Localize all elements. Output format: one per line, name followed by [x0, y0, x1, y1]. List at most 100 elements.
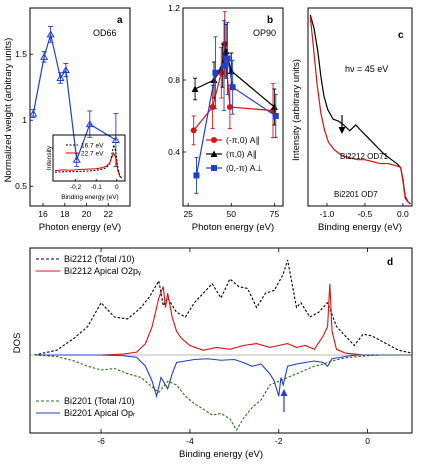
- panel-b-point: [191, 85, 199, 92]
- panel-c-ylabel: Intensity (arbitrary units): [291, 59, 302, 161]
- panel-d-series-4: [34, 354, 412, 432]
- panel-a-frame: [29, 7, 131, 207]
- panel-b-point: [190, 127, 197, 134]
- panel-d-legend-4: Bi2201 Apical Opᵣ: [64, 408, 135, 418]
- panel-b-legend-marker-3: [211, 165, 217, 171]
- panel-c-label-bi2212: Bi2212 OD71: [340, 152, 389, 161]
- panel-a-point: [40, 52, 49, 60]
- panel-b-point: [212, 69, 219, 76]
- panel-d-series-1: [34, 259, 413, 356]
- panel-b-point: [193, 172, 200, 179]
- panel-b-frame: [182, 7, 284, 207]
- panel-c-ticks: -1.0 -0.5 0.0: [320, 203, 409, 219]
- panel-d-arrowhead: [280, 389, 288, 396]
- panel-d-series-2: [34, 283, 412, 356]
- panel-b-legend-text-3: (0,-π) A⊥: [226, 163, 263, 173]
- panel-d-xlabel: Binding energy (eV): [179, 449, 263, 460]
- panel-d-xtick-label: -6: [97, 436, 105, 446]
- panel-d-legend-2: Bi2212 Apical O2pᵧ: [64, 266, 141, 276]
- panel-c-series-2: [309, 16, 411, 205]
- panel-a-ytick-label: 1.5: [15, 49, 27, 59]
- panel-b-data: [190, 11, 279, 194]
- panel-d-frame: [29, 247, 413, 434]
- panel-a-inset-ticks: -0.2 -0.1 0: [70, 179, 119, 191]
- panel-a-inset-legend-2: 22.7 eV: [81, 151, 104, 158]
- panel-b-ticks: 25 50 75 0.4 0.8 1.2: [168, 3, 279, 219]
- panel-a-inset-series-1: [54, 144, 123, 179]
- panel-d-legend-1: Bi2212 (Total /10): [64, 254, 135, 264]
- panel-b-legend-marker-1: [211, 137, 217, 143]
- panel-a-series-line: [32, 34, 117, 161]
- panel-b-xtick-label: 25: [183, 209, 193, 219]
- panel-a-annotation: OD66: [93, 28, 117, 38]
- panel-b-point: [272, 113, 279, 119]
- panel-d-xtick-label: -4: [186, 436, 194, 446]
- panel-a-inset-xlabel: Binding energy (eV): [61, 194, 118, 201]
- panel-d-series-3: [34, 354, 412, 399]
- panel-b-point: [224, 55, 231, 62]
- panel-b-annotation: OP90: [253, 28, 276, 38]
- panel-a-xtick-label: 22: [104, 209, 114, 219]
- panel-a-xtick-label: 16: [38, 209, 48, 219]
- panel-c-xtick-label: -0.5: [358, 209, 373, 219]
- panel-b-ytick-label: 0.8: [168, 75, 180, 85]
- panel-a-inset-xtick-label: 0: [115, 184, 119, 191]
- panel-a-xtick-label: 18: [60, 209, 70, 219]
- panel-b-series-line-2: [194, 51, 275, 108]
- panel-d-xtick-label: 0: [365, 436, 370, 446]
- panel-a-data: [29, 26, 120, 167]
- panel-a-ytick-label: 0.5: [15, 181, 27, 191]
- panel-c-label-bi2201: Bi2201 OD7: [334, 190, 378, 199]
- panel-a-letter: a: [117, 15, 123, 26]
- panel-a-inset: -0.2 -0.1 0 Binding energy (eV) Intensity …: [46, 134, 126, 201]
- panel-b-point: [229, 84, 236, 91]
- panel-c-letter: c: [398, 30, 404, 41]
- panel-b-point: [221, 62, 228, 69]
- panel-b-legend-marker-2: [210, 150, 218, 157]
- panel-a-inset-data: [54, 144, 123, 179]
- panel-a-point: [46, 30, 55, 38]
- panel-d: -6 -4 -2 0 d DOS Binding energy (eV) Bi2212…: [12, 247, 413, 460]
- panel-b-xlabel: Photon energy (eV): [192, 222, 274, 233]
- panel-a-point: [56, 73, 65, 81]
- panel-a-point: [61, 66, 70, 74]
- panel-a-inset-frame: [52, 134, 126, 182]
- panel-b-xtick-label: 50: [227, 209, 237, 219]
- panel-d-ticks: -6 -4 -2 0: [97, 248, 370, 446]
- panel-a-ticks: 16 18 20 22 0.5 1 1.5: [15, 49, 113, 219]
- panel-a-point: [85, 120, 94, 128]
- panel-d-data: [34, 259, 413, 432]
- panel-a-xlabel: Photon energy (eV): [39, 222, 121, 233]
- panel-c-annotation: hν = 45 eV: [345, 64, 388, 74]
- panel-b-point: [226, 104, 233, 110]
- panel-a-xtick-label: 20: [82, 209, 92, 219]
- panel-a-point: [111, 136, 120, 143]
- panel-b-legend-text-2: (π,0) A∥: [226, 149, 257, 159]
- panel-a: 16 18 20 22 0.5 1 1.5 a OD66 Photon energy (eV…: [15, 7, 131, 233]
- panel-c-xlabel: Binding energy (eV): [318, 222, 402, 233]
- panel-b-letter: b: [267, 15, 273, 26]
- panel-c-xtick-label: 0.0: [397, 209, 409, 219]
- panel-a-ytick-label: 1: [22, 115, 27, 125]
- panel-a-inset-legend-1: 16.7 eV: [81, 143, 104, 150]
- panel-a-ylabel: Normalized weight (arbitrary units): [3, 38, 14, 183]
- panel-d-xtick-label: -2: [275, 436, 283, 446]
- panel-b-xtick-label: 75: [270, 209, 280, 219]
- panel-a-point: [72, 155, 81, 163]
- panel-d-legend-3: Bi2201 (Total /10): [64, 396, 135, 406]
- panel-c-xtick-label: -1.0: [320, 209, 335, 219]
- panel-c: -1.0 -0.5 0.0 c hν = 45 eV Bi2212 OD71 Bi2…: [307, 7, 413, 233]
- panel-c-arrowhead: [338, 127, 346, 134]
- panel-d-ylabel: DOS: [12, 333, 23, 354]
- panel-b-legend: (-π,0) A∥ (π,0) A∥ (0,-π) A⊥: [206, 135, 263, 173]
- panel-a-inset-xtick-label: -0.2: [70, 184, 82, 191]
- panel-a-inset-xtick-label: -0.1: [91, 184, 103, 191]
- panel-c-frame: [307, 7, 413, 207]
- panel-a-inset-series-2: [54, 151, 123, 179]
- panel-a-point: [29, 109, 38, 117]
- panel-a-inset-ylabel: Intensity: [46, 145, 53, 170]
- panel-b-ytick-label: 1.2: [168, 3, 180, 13]
- panel-c-data: [309, 14, 411, 205]
- panel-b: 25 50 75 0.4 0.8 1.2 b OP90 Photon energy (eV…: [168, 3, 284, 233]
